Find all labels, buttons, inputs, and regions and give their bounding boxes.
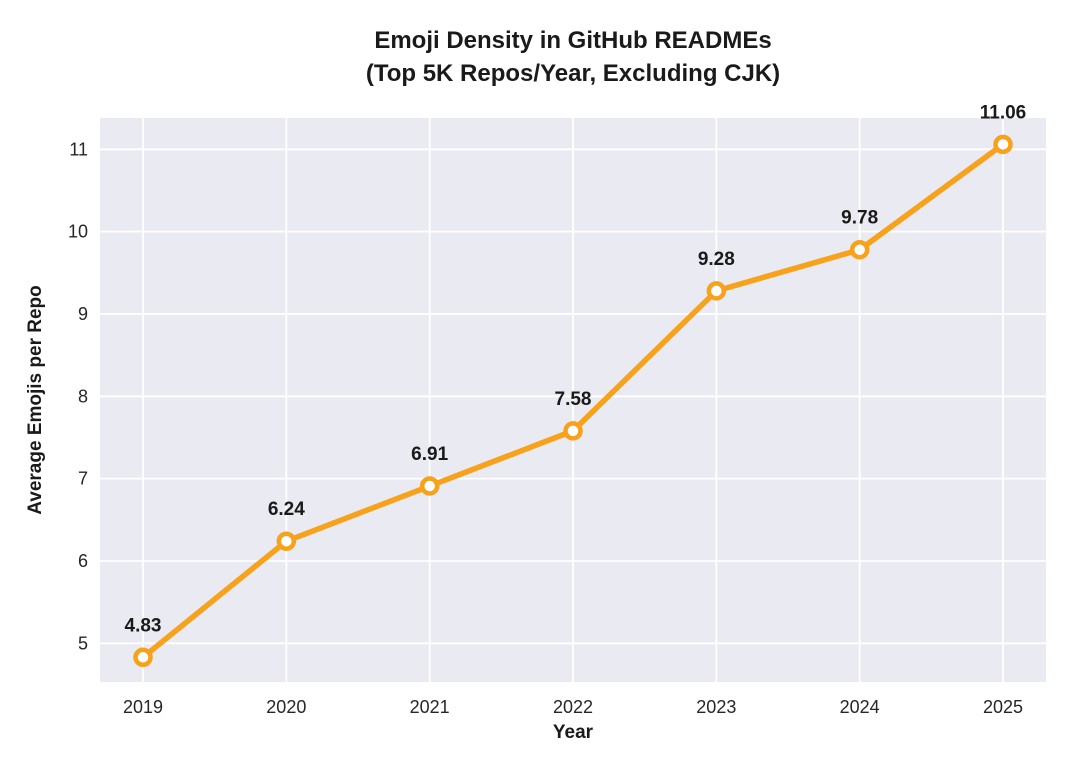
data-point-label: 6.24 <box>268 499 305 520</box>
x-tick-label: 2025 <box>983 697 1023 717</box>
data-point-marker <box>133 647 153 668</box>
data-point-marker <box>419 476 440 496</box>
data-point-label: 11.06 <box>980 102 1027 123</box>
x-tick-label: 2023 <box>696 697 736 717</box>
y-tick-label: 9 <box>78 304 88 324</box>
x-tick-label: 2024 <box>840 697 880 717</box>
x-axis-label: Year <box>552 722 594 743</box>
y-tick-label: 6 <box>78 551 88 571</box>
data-point-label: 9.78 <box>841 208 878 229</box>
data-point-marker <box>276 531 297 551</box>
y-tick-label: 5 <box>78 633 88 653</box>
data-point-marker <box>706 281 727 301</box>
data-point-label: 7.58 <box>555 389 592 410</box>
x-tick-label: 2019 <box>123 697 163 717</box>
x-tick-label: 2022 <box>553 697 593 717</box>
chart-title-line1: Emoji Density in GitHub READMEs <box>374 27 772 54</box>
chart-title: Emoji Density in GitHub READMEs (Top 5K … <box>100 24 1046 90</box>
x-tick-label: 2020 <box>266 697 306 717</box>
y-tick-label: 8 <box>78 386 88 406</box>
data-point-marker <box>849 239 870 260</box>
x-tick-label: 2021 <box>410 697 450 717</box>
data-point-marker <box>993 134 1013 155</box>
y-tick-label: 7 <box>78 469 88 489</box>
y-tick-label: 11 <box>69 139 88 159</box>
data-point-label: 4.83 <box>125 615 162 636</box>
y-tick-label: 10 <box>68 222 88 242</box>
chart-title-line2: (Top 5K Repos/Year, Excluding CJK) <box>365 60 781 87</box>
data-point-label: 9.28 <box>698 249 735 270</box>
data-point-label: 6.91 <box>411 444 448 465</box>
data-point-marker <box>563 421 583 441</box>
